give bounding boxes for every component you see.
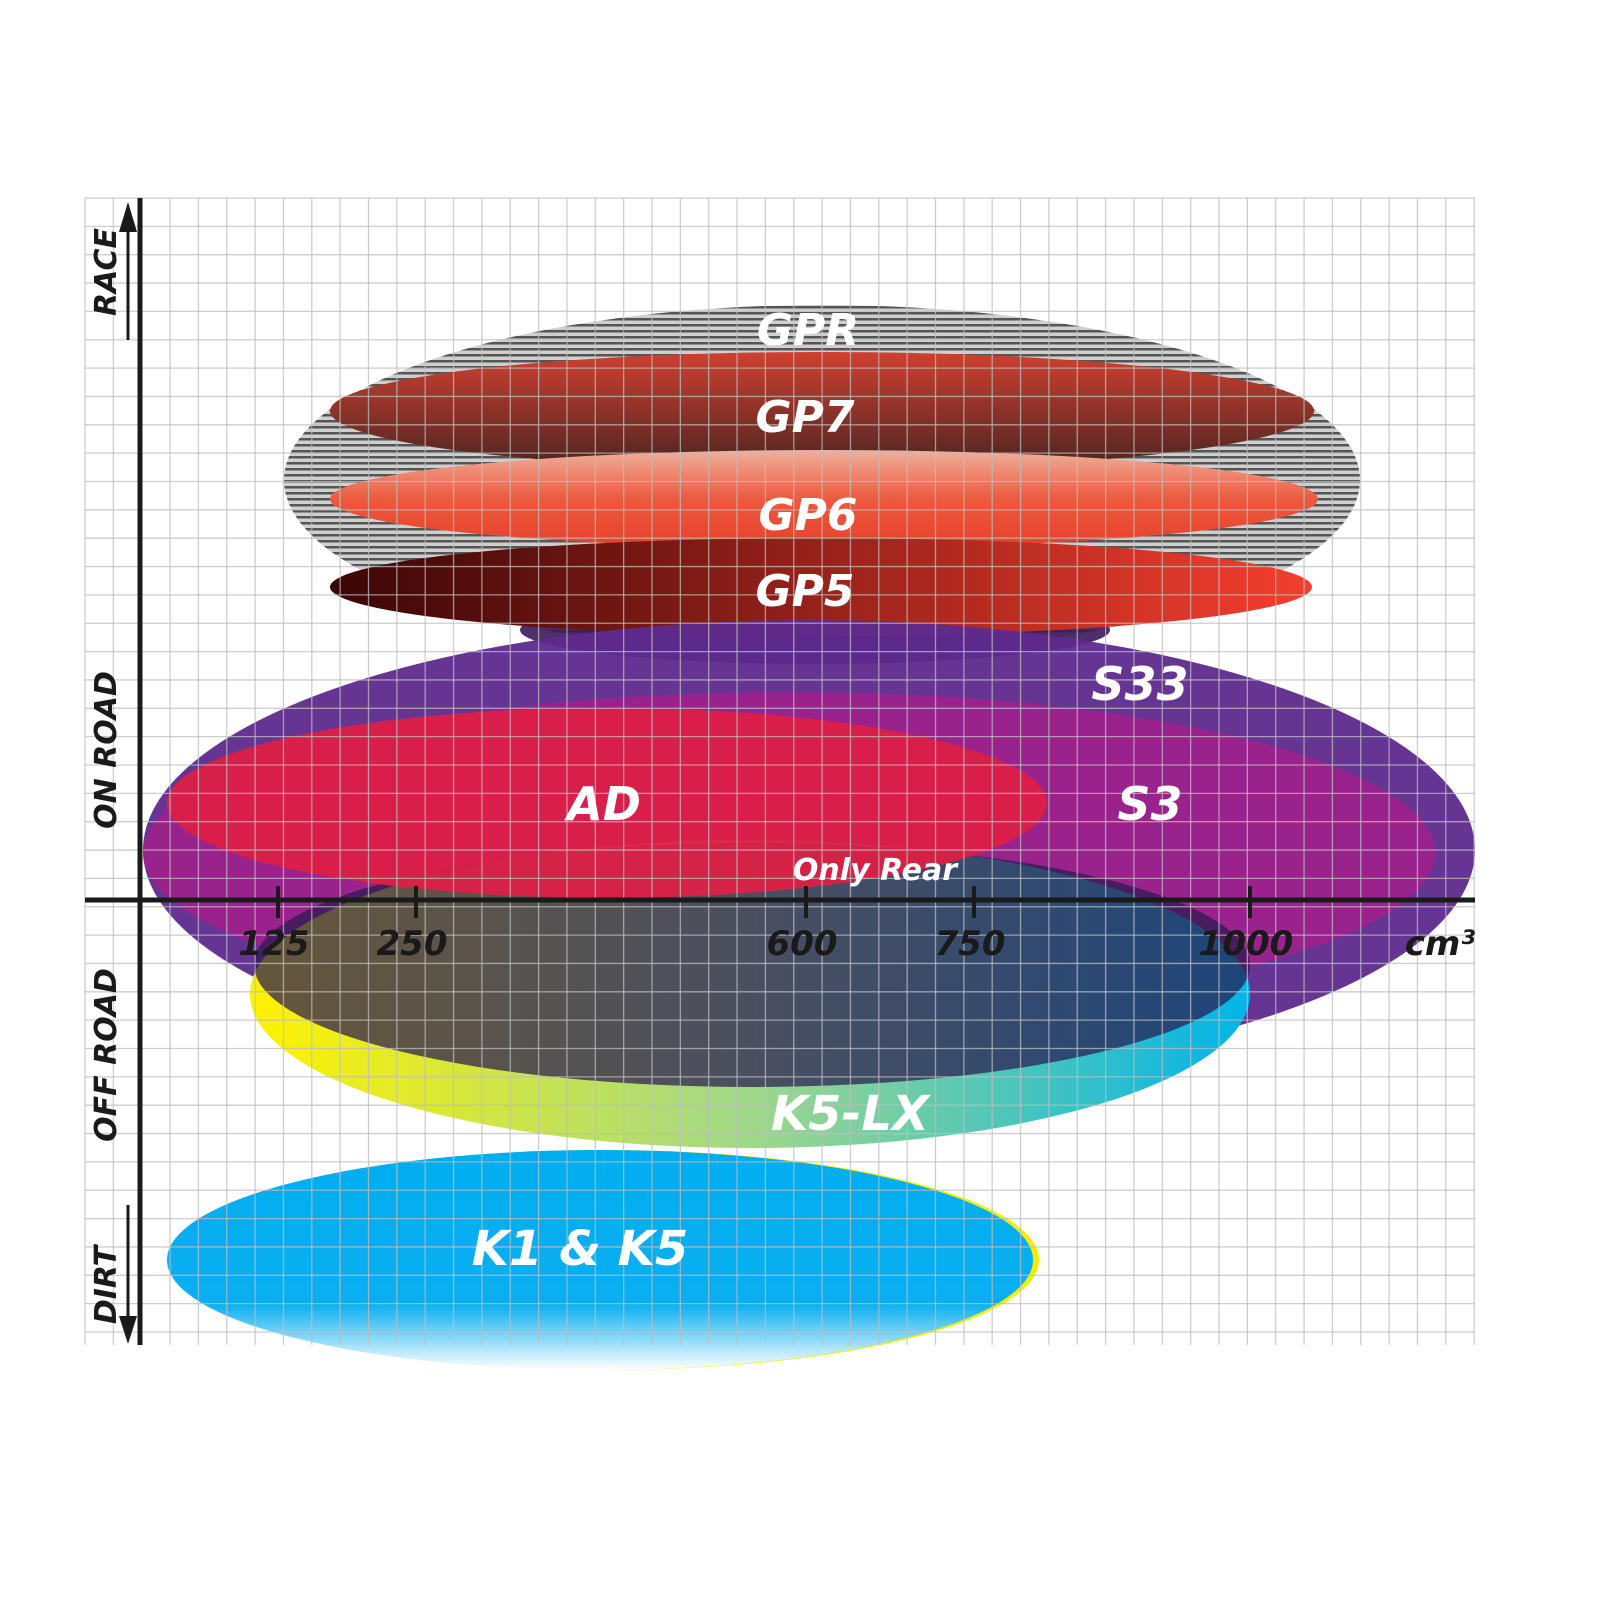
tire-label-ad: AD: [564, 777, 641, 831]
only-rear-annotation: Only Rear: [793, 853, 959, 888]
ellipse-k1-k5: [167, 1150, 1033, 1370]
ellipse-gp6: [330, 450, 1318, 548]
x-tick-label: 1000: [1199, 924, 1294, 964]
tire-label-k1-k5: K1 & K5: [472, 1221, 688, 1277]
y-label-on-road: ON ROAD: [89, 671, 124, 829]
tire-label-gp7: GP7: [756, 392, 855, 443]
x-tick-label: 125: [239, 924, 310, 964]
only-rear-ellipse: [254, 843, 1250, 1087]
tire-label-s3: S3: [1117, 777, 1182, 831]
y-label-race: RACE: [89, 228, 124, 316]
tire-label-gpr: GPR: [757, 305, 859, 356]
tire-label-s33: S33: [1091, 657, 1188, 711]
tire-label-k5-lx: K5-LX: [771, 1086, 931, 1142]
up-arrow-icon: [119, 202, 137, 232]
y-label-dirt: DIRT: [89, 1243, 124, 1324]
x-axis-unit: cm³: [1405, 924, 1476, 964]
x-tick-label: 750: [935, 924, 1006, 964]
x-tick-label: 250: [377, 924, 448, 964]
y-label-off-road: OFF ROAD: [89, 968, 124, 1142]
tire-label-gp6: GP6: [759, 490, 858, 541]
ellipse-gp5: [330, 538, 1312, 636]
tire-label-gp5: GP5: [756, 566, 855, 617]
down-arrow-icon: [119, 1316, 137, 1344]
x-tick-label: 600: [767, 924, 838, 964]
